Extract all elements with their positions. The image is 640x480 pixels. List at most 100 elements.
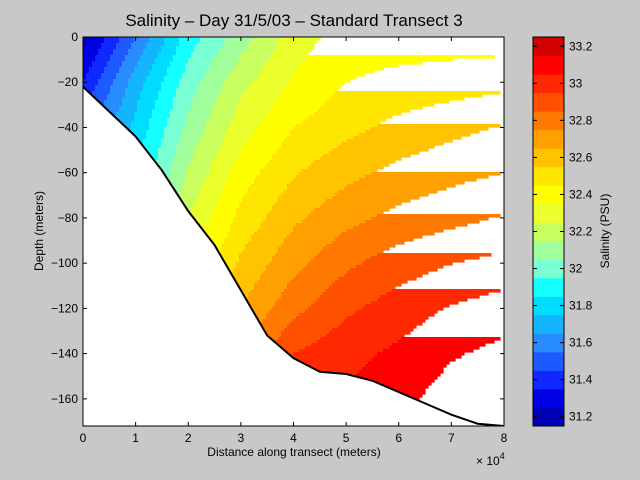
contour-cell (350, 268, 438, 272)
contour-cell (245, 244, 282, 248)
colorbar-band (533, 166, 564, 186)
contour-cell (326, 244, 396, 248)
colorbar-band (533, 148, 564, 168)
contour-cell (131, 121, 150, 125)
contour-cell (299, 67, 384, 71)
contour-cell (167, 70, 186, 74)
contour-cell (230, 169, 261, 173)
contour-cell (290, 130, 366, 134)
contour-cell (356, 265, 444, 269)
contour-cell (290, 364, 366, 368)
contour-cell (320, 157, 402, 161)
contour-cell (122, 103, 138, 107)
contour-cell (173, 106, 192, 110)
contour-cell (386, 292, 489, 296)
contour-cell (371, 358, 456, 362)
contour-cell (269, 310, 306, 314)
contour-cell (164, 37, 180, 41)
contour-cell (239, 55, 273, 59)
contour-cell (170, 115, 186, 119)
contour-cell (230, 124, 261, 128)
contour-cell (101, 109, 120, 113)
contour-cell (107, 64, 123, 68)
contour-cell (353, 181, 465, 185)
contour-cell (218, 49, 246, 53)
contour-cell (239, 154, 273, 158)
colorbar-ticks: 31.2 31.4 31.6 31.8 32 32.2 32.4 32.6 32.8 33 33.2 (533, 39, 593, 424)
contour-cell (182, 187, 201, 191)
y-tick-label: −100 (51, 256, 78, 270)
contour-cell (236, 211, 270, 215)
contour-cell (209, 67, 234, 71)
contour-cell (191, 103, 216, 107)
contour-cell (254, 37, 282, 41)
contour-cell (128, 49, 144, 53)
colorbar-band (533, 259, 564, 279)
contour-cell (218, 256, 240, 260)
contour-cell (287, 286, 330, 290)
contour-cell (377, 214, 501, 218)
contour-cell (308, 55, 495, 59)
contour-cell (221, 46, 249, 50)
contour-cell (161, 139, 180, 143)
y-tick-label: 0 (71, 30, 78, 44)
contour-cell (191, 100, 216, 104)
contour-cell (257, 229, 294, 233)
contour-cell (371, 172, 501, 176)
contour-cell (257, 175, 297, 179)
contour-cell (278, 337, 321, 341)
contour-cell (302, 220, 366, 224)
contour-cell (221, 244, 246, 248)
contour-cell (167, 73, 183, 77)
contour-cell (128, 82, 144, 86)
contour-cell (332, 148, 429, 152)
contour-cell (212, 106, 237, 110)
contour-cell (272, 106, 321, 110)
contour-cell (269, 160, 315, 164)
contour-cell (155, 160, 174, 164)
contour-cell (272, 154, 324, 158)
contour-cell (221, 250, 243, 254)
contour-cell (284, 238, 336, 242)
contour-cell (305, 58, 453, 62)
contour-cell (221, 193, 246, 197)
contour-cell (266, 265, 306, 269)
contour-cell (389, 346, 480, 350)
contour-cell (293, 358, 372, 362)
contour-cell (83, 79, 99, 83)
contour-cell (212, 211, 237, 215)
colorbar-band (533, 203, 564, 223)
contour-cell (146, 76, 165, 80)
contour-cell (347, 139, 453, 143)
contour-cell (104, 67, 120, 71)
contour-cell (278, 97, 330, 101)
contour-cell (320, 205, 396, 209)
contour-cell (245, 49, 276, 53)
contour-cell (314, 112, 402, 116)
contour-cell (161, 82, 180, 86)
contour-cell (206, 175, 228, 179)
contour-cell (263, 118, 306, 122)
contour-cell (143, 88, 162, 92)
contour-cell (278, 199, 327, 203)
contour-cell (185, 121, 207, 125)
contour-cell (152, 112, 171, 116)
y-tick-label: −160 (51, 392, 78, 406)
contour-cell (350, 382, 432, 386)
chart-title: Salinity – Day 31/5/03 – Standard Transe… (125, 11, 462, 30)
contour-cell (260, 124, 297, 128)
contour-cell (179, 37, 201, 41)
contour-cell (332, 241, 405, 245)
contour-cell (236, 157, 273, 161)
contour-cell (134, 67, 153, 71)
contour-cell (131, 124, 150, 128)
colorbar-band (533, 407, 564, 427)
contour-cell (248, 88, 285, 92)
contour-cell (278, 40, 318, 44)
contour-cell (377, 298, 468, 302)
contour-cell (251, 136, 288, 140)
colorbar-tick-label: 32.8 (569, 113, 593, 127)
contour-cell (260, 223, 297, 227)
contour-cell (104, 103, 123, 107)
contour-cell (269, 262, 309, 266)
